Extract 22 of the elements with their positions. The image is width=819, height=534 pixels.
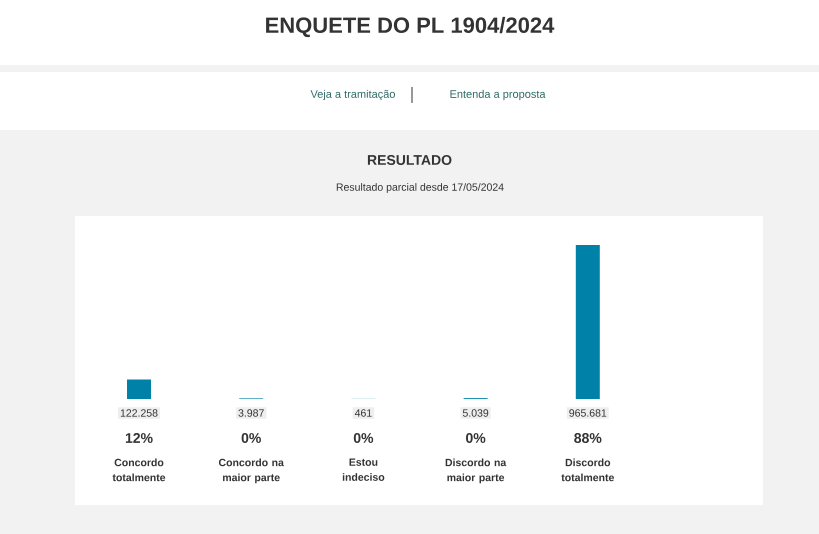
x-tick-label: Discordo na maior parte bbox=[446, 458, 506, 484]
text: 0% bbox=[354, 433, 374, 443]
text: Veja a tramitação bbox=[310, 90, 395, 100]
x-tick-label: Concordo totalmente bbox=[112, 458, 166, 482]
text: 12% bbox=[126, 433, 153, 443]
text: 0% bbox=[466, 433, 486, 443]
data-label: 122.258 bbox=[120, 409, 158, 417]
bar bbox=[127, 379, 152, 399]
x-tick-label: Concordo na maior parte bbox=[218, 458, 284, 484]
text: 0% bbox=[242, 433, 261, 443]
text: 88% bbox=[574, 433, 602, 443]
data-label: 965.681 bbox=[569, 409, 606, 417]
x-tick-label: Estou indeciso bbox=[342, 458, 384, 481]
data-label: 5.039 bbox=[462, 409, 488, 417]
text: Entenda a proposta bbox=[450, 90, 546, 100]
data-label: 3.987 bbox=[238, 409, 264, 417]
chart-subtitle: RESULTADO bbox=[368, 155, 452, 165]
text: Resultado parcial desde 17/05/2024 bbox=[336, 183, 504, 193]
x-tick-label: Discordo totalmente bbox=[561, 458, 614, 482]
bar bbox=[576, 244, 600, 399]
data-label: 461 bbox=[354, 409, 372, 417]
chart-title: ENQUETE DO PL 1904/2024 bbox=[266, 16, 554, 38]
